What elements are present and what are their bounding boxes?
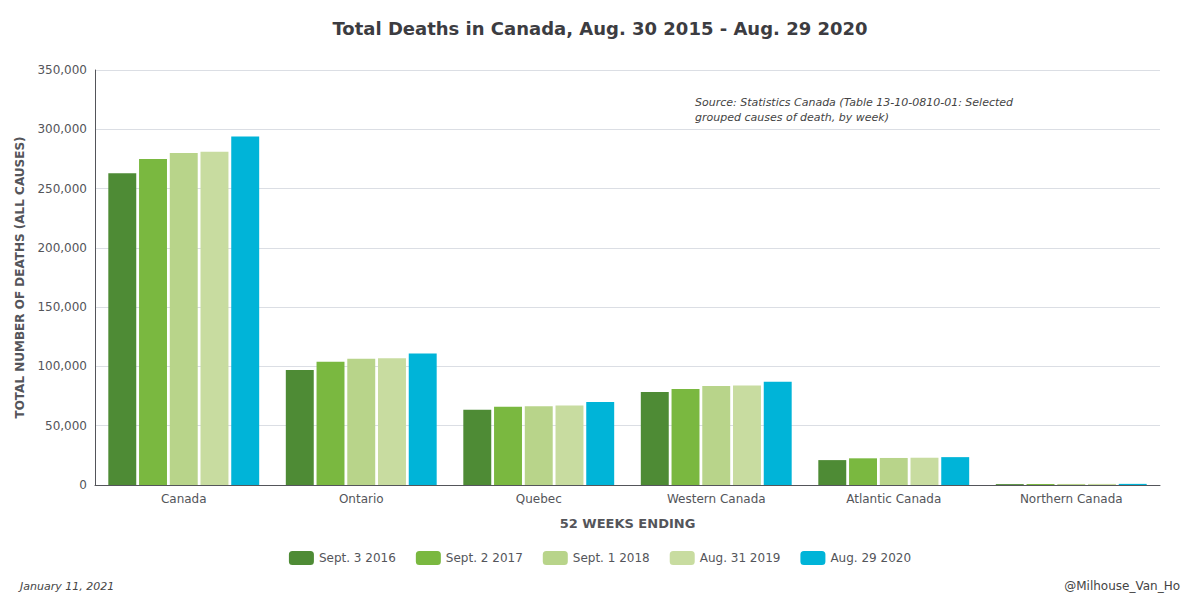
- svg-text:0: 0: [79, 478, 87, 492]
- svg-text:Aug. 31 2019: Aug. 31 2019: [700, 551, 781, 565]
- svg-text:Ontario: Ontario: [339, 492, 384, 506]
- svg-text:January 11, 2021: January 11, 2021: [18, 580, 114, 593]
- svg-text:100,000: 100,000: [37, 359, 87, 373]
- svg-text:350,000: 350,000: [37, 63, 87, 77]
- svg-text:Sept. 1 2018: Sept. 1 2018: [573, 551, 650, 565]
- svg-text:Canada: Canada: [161, 492, 207, 506]
- svg-text:grouped causes of death, by we: grouped causes of death, by week): [695, 111, 889, 124]
- svg-text:50,000: 50,000: [45, 419, 87, 433]
- svg-text:Northern Canada: Northern Canada: [1020, 492, 1123, 506]
- svg-text:300,000: 300,000: [37, 122, 87, 136]
- svg-text:@Milhouse_Van_Ho: @Milhouse_Van_Ho: [1064, 579, 1180, 593]
- svg-text:52 WEEKS ENDING: 52 WEEKS ENDING: [560, 516, 696, 531]
- svg-text:TOTAL NUMBER OF DEATHS (ALL CA: TOTAL NUMBER OF DEATHS (ALL CAUSES): [13, 136, 27, 418]
- svg-text:Source: Statistics Canada (Tab: Source: Statistics Canada (Table 13-10-0…: [695, 96, 1014, 109]
- svg-text:200,000: 200,000: [37, 241, 87, 255]
- svg-text:Western Canada: Western Canada: [667, 492, 766, 506]
- svg-text:Aug. 29 2020: Aug. 29 2020: [830, 551, 911, 565]
- svg-text:Total Deaths in Canada, Aug. 3: Total Deaths in Canada, Aug. 30 2015 - A…: [332, 18, 867, 39]
- svg-text:Atlantic Canada: Atlantic Canada: [846, 492, 941, 506]
- svg-text:Sept. 3 2016: Sept. 3 2016: [319, 551, 396, 565]
- svg-text:150,000: 150,000: [37, 300, 87, 314]
- svg-text:Sept. 2 2017: Sept. 2 2017: [446, 551, 523, 565]
- svg-text:250,000: 250,000: [37, 182, 87, 196]
- svg-text:Quebec: Quebec: [516, 492, 562, 506]
